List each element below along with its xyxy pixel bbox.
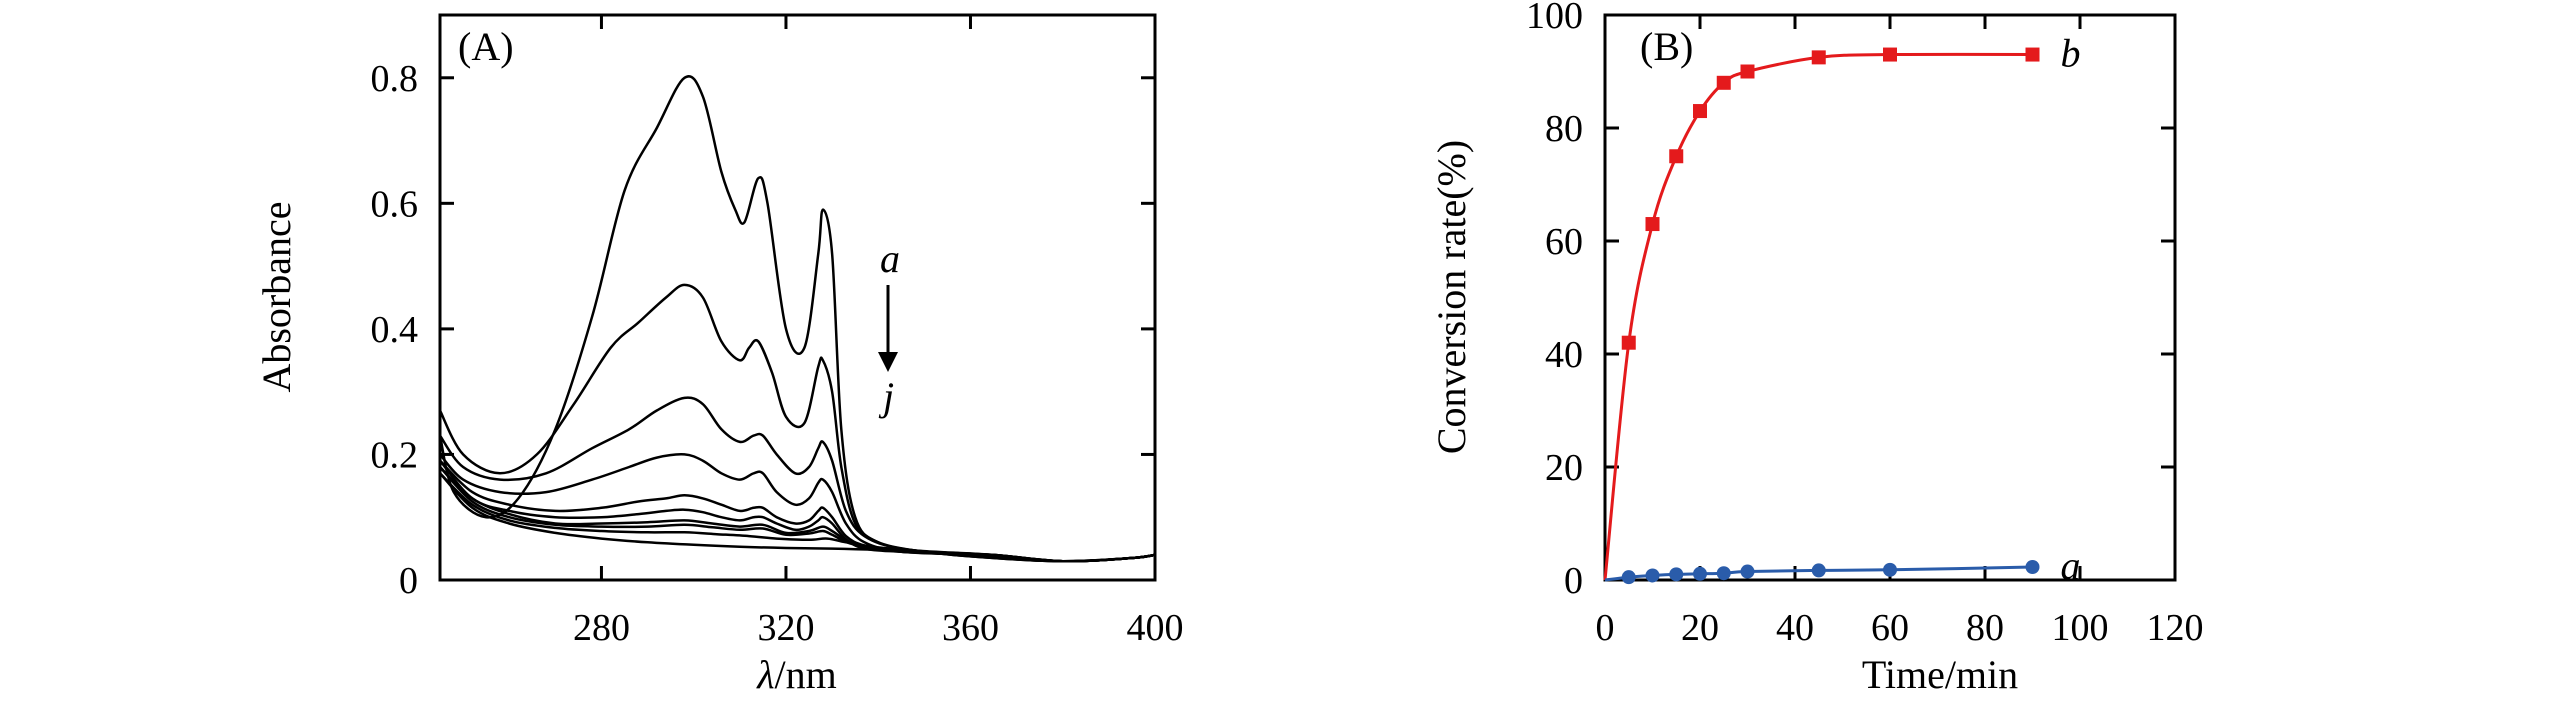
annotation-arrowhead (878, 352, 898, 372)
panel-a-xlabel-unit: /nm (775, 652, 837, 697)
panel-a-ytick-label: 0.4 (371, 309, 419, 351)
annotation-a-start: a (880, 236, 900, 281)
panel-a-xlabel: λ/nm (756, 652, 837, 697)
panel-a-xtick-label: 280 (573, 607, 630, 649)
panel-b-xtick-label: 60 (1871, 607, 1909, 649)
panel-b-xtick-label: 40 (1776, 607, 1814, 649)
panel-b: (B) Conversion rate(%) Time/min 0 20 40 60 8… (1429, 0, 2204, 697)
series-a-point (1645, 568, 1660, 583)
spectrum-curve-2 (438, 283, 1156, 563)
series-b-point (1716, 75, 1731, 90)
panel-a: (A) Absorbance λ/nm 280 320 360 400 0 0.2 0.4 0… (254, 13, 1184, 697)
series-b-point (1645, 217, 1660, 232)
series-b-point (1740, 64, 1755, 79)
series-b-point (1883, 47, 1897, 62)
panel-b-xtick-label: 0 (1596, 607, 1615, 649)
spectrum-curve-3 (438, 396, 1156, 563)
panel-a-xtick-label: 320 (757, 607, 814, 649)
series-b-point (1693, 104, 1707, 119)
panel-b-ytick-label: 60 (1545, 221, 1583, 263)
panel-a-ytick-label: 0.2 (371, 434, 419, 476)
series-b-point (1669, 149, 1684, 164)
series-a-label: a (2061, 543, 2081, 588)
panel-b-ytick-label: 80 (1545, 108, 1583, 150)
series-a-point (1669, 567, 1684, 582)
panel-b-ytick-label: 100 (1526, 0, 1583, 37)
panel-a-label: (A) (458, 24, 514, 69)
series-a-point (1811, 563, 1826, 578)
series-a-point (1621, 570, 1636, 585)
series-b-line (1603, 52, 2033, 581)
panel-b-xtick-label: 120 (2147, 607, 2204, 649)
panel-a-xtick-label: 360 (942, 607, 999, 649)
panel-b-ytick-label: 0 (1564, 560, 1583, 602)
panel-b-xlabel: Time/min (1862, 652, 2018, 697)
panel-a-xlabel-symbol: λ (756, 652, 774, 697)
panel-a-ytick-label: 0 (399, 560, 418, 602)
series-a-point (2025, 560, 2040, 575)
panel-b-frame (1603, 13, 2177, 582)
panel-b-xtick-label: 100 (2052, 607, 2109, 649)
panel-a-ylabel: Absorbance (254, 201, 299, 392)
series-a-point (1716, 566, 1731, 581)
series-a-point (1740, 564, 1755, 579)
panel-b-series: ba (1603, 31, 2081, 588)
panel-a-xtick-label: 400 (1127, 607, 1184, 649)
series-a-point (1883, 562, 1897, 577)
panel-a-curves (438, 75, 1156, 563)
panel-a-ytick-label: 0.8 (371, 58, 419, 100)
series-b-point (1811, 50, 1826, 65)
panel-a-ticks: 280 320 360 400 0 0.2 0.4 0.6 0.8 (371, 15, 1184, 649)
panel-b-xtick-label: 20 (1681, 607, 1719, 649)
spectrum-curve-10 (439, 472, 1156, 563)
panel-b-xtick-label: 80 (1966, 607, 2004, 649)
spectrum-curve-4 (439, 453, 1156, 563)
panel-b-label: (B) (1640, 24, 1693, 69)
series-b-point (1621, 335, 1636, 350)
panel-a-ytick-label: 0.6 (371, 183, 419, 225)
series-b-point (2025, 47, 2040, 62)
panel-b-ticks: 0 20 40 60 80 100 120 0 20 40 60 80 100 (1526, 0, 2204, 649)
panel-b-ytick-label: 20 (1545, 447, 1583, 489)
panel-b-ylabel: Conversion rate(%) (1429, 140, 1474, 454)
panel-b-ytick-label: 40 (1545, 334, 1583, 376)
spectrum-curve-5 (439, 459, 1156, 563)
series-a-point (1693, 566, 1707, 581)
annotation-a-end: j (878, 374, 894, 419)
panel-a-frame (438, 13, 1157, 582)
spectrum-curve-1 (438, 75, 1156, 563)
series-b-label: b (2061, 31, 2081, 76)
